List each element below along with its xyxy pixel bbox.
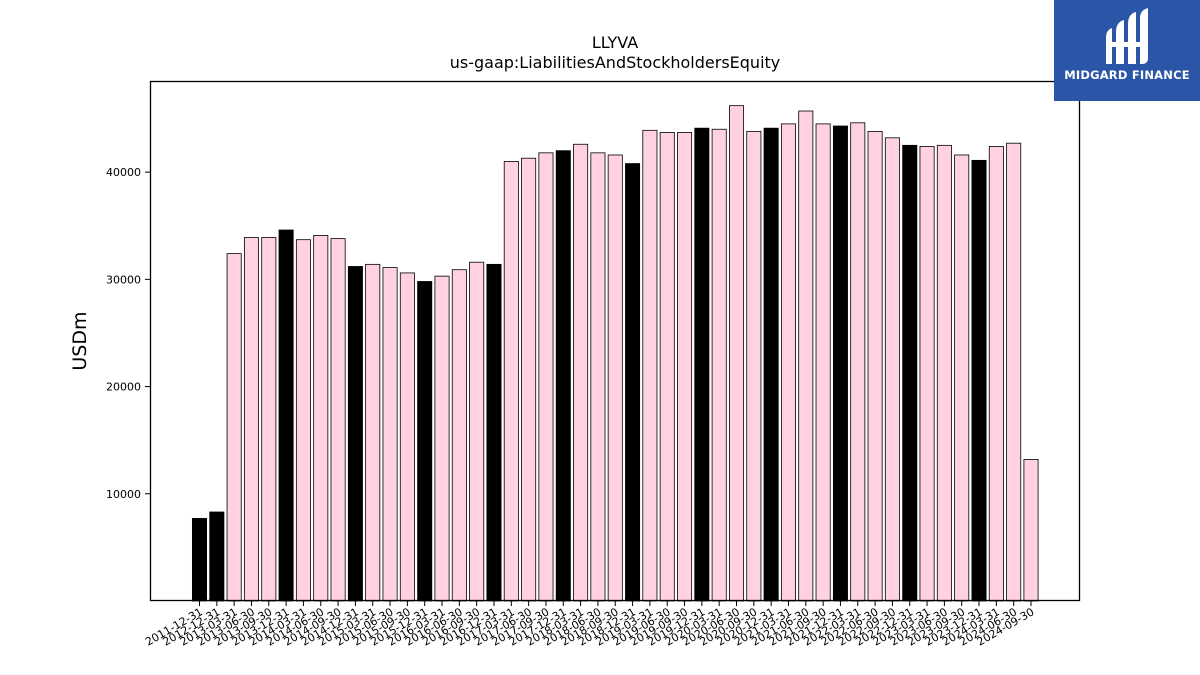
bar-2022-09-30 [884, 137, 900, 602]
y-tick-label: 40000 [106, 166, 141, 179]
y-tick-label: 10000 [106, 488, 141, 501]
logo-wordmark: MIDGARD FINANCE [1064, 68, 1190, 82]
brand-logo: MIDGARD FINANCE [1054, 0, 1200, 101]
x-ticks-group: 2011-12-312012-12-312013-03-312013-06-30… [143, 601, 1037, 649]
plot-frame [149, 80, 1081, 602]
y-ticks-group: 10000 20000 30000 40000 [106, 166, 150, 501]
bar-2014-09-30 [330, 238, 346, 602]
bar-2013-03-31 [226, 253, 242, 602]
bars-group [191, 105, 1039, 602]
bar-2016-09-30 [469, 261, 485, 602]
bar-2021-06-30 [798, 110, 814, 602]
bar-2016-03-31 [434, 275, 450, 602]
bar-2020-03-31 [711, 128, 727, 602]
y-axis-label: USDm [69, 311, 91, 370]
bar-2020-09-30 [746, 130, 762, 602]
bar-2015-03-31 [365, 263, 381, 602]
y-tick-label: 20000 [106, 381, 141, 394]
bar-2012-12-31 [209, 511, 225, 602]
bar-2013-09-30 [261, 237, 277, 602]
bar-2022-03-31 [850, 122, 866, 602]
bar-2019-09-30 [677, 132, 693, 602]
bar-2022-06-30 [867, 130, 883, 602]
chart-title: LLYVA [592, 33, 638, 52]
bar-2019-03-31 [642, 129, 658, 602]
midgard-logo-icon [1106, 8, 1148, 64]
bar-2020-12-31 [763, 127, 779, 602]
bar-2015-12-31 [417, 281, 433, 602]
bar-2024-06-30 [1006, 142, 1022, 602]
bar-2023-06-30 [936, 144, 952, 602]
bar-2015-06-30 [382, 267, 398, 602]
bar-2022-12-31 [902, 144, 918, 602]
bar-2020-06-30 [729, 105, 745, 602]
bar-2018-12-31 [625, 163, 641, 602]
bar-2018-03-31 [573, 143, 589, 602]
bar-2018-06-30 [590, 152, 606, 602]
bar-2021-12-31 [832, 125, 848, 602]
bar-2017-06-30 [521, 157, 537, 602]
bar-2021-03-31 [780, 123, 796, 602]
bar-2017-09-30 [538, 152, 554, 602]
bar-2021-09-30 [815, 123, 831, 602]
bar-2014-06-30 [313, 234, 329, 602]
bar-2024-03-31 [988, 145, 1004, 602]
bar-2018-09-30 [607, 154, 623, 602]
bar-2023-12-31 [971, 159, 987, 602]
bar-2011-12-31 [191, 518, 207, 602]
bar-2023-09-30 [954, 154, 970, 602]
bar-2023-03-31 [919, 145, 935, 602]
bar-2013-06-30 [243, 237, 259, 602]
bar-2016-12-31 [486, 263, 502, 602]
y-tick-label: 30000 [106, 273, 141, 286]
bar-2013-12-31 [278, 229, 294, 602]
bar-2017-12-31 [555, 150, 571, 602]
bar-2019-06-30 [659, 132, 675, 602]
bar-2017-03-31 [503, 161, 519, 602]
bar-2014-12-31 [347, 266, 363, 602]
bar-2024-09-30 [1023, 459, 1039, 602]
bar-2014-03-31 [295, 239, 311, 602]
bar-2015-09-30 [399, 272, 415, 602]
chart-subtitle: us-gaap:LiabilitiesAndStockholdersEquity [450, 53, 781, 72]
bar-2019-12-31 [694, 127, 710, 602]
bar-2016-06-30 [451, 269, 467, 602]
